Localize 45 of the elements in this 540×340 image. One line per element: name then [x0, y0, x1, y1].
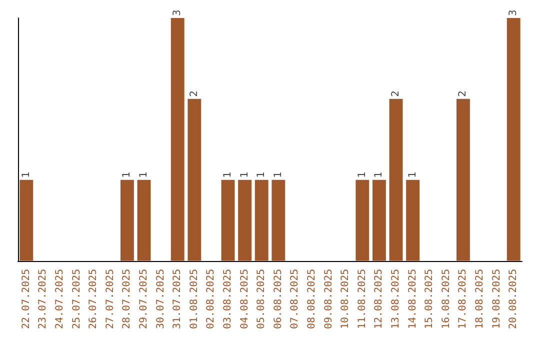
x-tick-label: 09.08.2025: [323, 268, 334, 330]
x-tick-label: 01.08.2025: [188, 268, 200, 330]
x-tick-label: 28.07.2025: [122, 268, 133, 330]
x-tick-label: 03.08.2025: [222, 268, 234, 330]
data-label: 3: [508, 10, 520, 16]
x-tick-label: 11.08.2025: [356, 268, 368, 330]
x-tick-label: 20.08.2025: [508, 268, 520, 330]
data-label: 1: [407, 171, 418, 178]
x-tick-label: 26.07.2025: [88, 268, 100, 330]
data-label: 1: [239, 171, 250, 178]
data-label: 1: [20, 171, 32, 178]
data-label: 1: [356, 171, 368, 178]
x-tick-label: 14.08.2025: [407, 268, 418, 330]
x-tick-label: 04.08.2025: [239, 268, 250, 330]
x-tick-label: 25.07.2025: [71, 268, 82, 330]
data-label: 1: [374, 171, 385, 178]
data-label: 3: [172, 10, 184, 16]
x-tick-label: 17.08.2025: [458, 268, 469, 330]
x-tick-label: 06.08.2025: [272, 268, 284, 330]
x-tick-label: 13.08.2025: [390, 268, 402, 330]
data-label: 1: [138, 171, 150, 178]
x-tick-label: 10.08.2025: [340, 268, 352, 330]
x-tick-label: 19.08.2025: [491, 268, 502, 330]
x-tick-label: 07.08.2025: [290, 268, 301, 330]
data-label: 2: [390, 90, 402, 97]
data-label: 1: [222, 171, 234, 178]
x-tick-label: 05.08.2025: [256, 268, 268, 330]
x-tick-label: 22.07.2025: [20, 268, 32, 330]
data-label: 2: [188, 90, 200, 97]
x-tick-label: 31.07.2025: [172, 268, 184, 330]
x-tick-label: 18.08.2025: [474, 268, 486, 330]
data-label: 1: [122, 171, 133, 178]
x-tick-label: 02.08.2025: [206, 268, 217, 330]
x-tick-label: 30.07.2025: [155, 268, 166, 330]
x-tick-label: 12.08.2025: [374, 268, 385, 330]
x-tick-label: 27.07.2025: [104, 268, 116, 330]
data-label: 2: [458, 90, 469, 97]
data-label: 1: [256, 171, 268, 178]
x-tick-label: 29.07.2025: [138, 268, 150, 330]
data-label: 1: [272, 171, 284, 178]
x-tick-label: 16.08.2025: [440, 268, 452, 330]
x-tick-label: 08.08.2025: [306, 268, 318, 330]
x-tick-label: 24.07.2025: [54, 268, 66, 330]
x-tick-label: 23.07.2025: [38, 268, 49, 330]
x-tick-label: 15.08.2025: [424, 268, 436, 330]
